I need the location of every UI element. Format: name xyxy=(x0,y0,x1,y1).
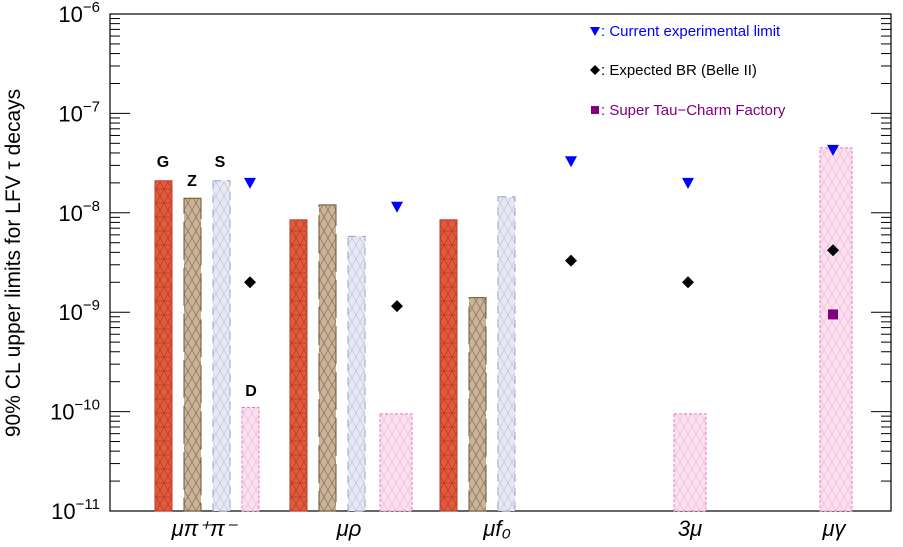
marker-diamond-4 xyxy=(827,244,839,257)
legend-marker-diamond xyxy=(590,65,600,75)
marker-triangle-down-2 xyxy=(565,156,577,168)
bar-Z-0 xyxy=(183,197,202,512)
bar-Z-1 xyxy=(318,204,337,512)
marker-square-4 xyxy=(828,309,838,320)
markers-layer xyxy=(244,144,839,320)
legend-marker-square xyxy=(591,106,599,114)
bar-S-0 xyxy=(212,180,231,512)
category-label: μρ xyxy=(336,516,362,541)
model-label-D: D xyxy=(245,383,257,400)
marker-diamond-0 xyxy=(244,276,256,289)
marker-triangle-down-4 xyxy=(827,144,839,156)
bar-D-0 xyxy=(241,406,260,512)
bar-G-2 xyxy=(439,219,458,512)
model-label-S: S xyxy=(215,154,226,171)
model-label-Z: Z xyxy=(187,173,197,190)
y-axis-ticks: 10−6 10−7 10−8 10−9 10−10 10−11 xyxy=(50,0,891,524)
model-label-G: G xyxy=(157,154,169,171)
bar-G-1 xyxy=(289,219,308,512)
y-tick-label: 10−10 xyxy=(50,397,100,425)
y-tick-label: 10−11 xyxy=(51,496,100,524)
bar-Z-2 xyxy=(468,297,487,512)
bars-layer xyxy=(154,147,853,512)
legend: : Current experimental limit : Expected B… xyxy=(590,23,786,119)
model-labels: G Z S D xyxy=(157,154,257,400)
bar-S-2 xyxy=(497,196,516,512)
bar-D-4 xyxy=(819,147,853,512)
legend-marker-triangle-down xyxy=(590,27,600,36)
y-tick-label: 10−8 xyxy=(58,198,100,226)
y-tick-label: 10−7 xyxy=(58,98,100,126)
legend-entry: : Current experimental limit xyxy=(601,23,781,40)
marker-triangle-down-3 xyxy=(682,177,694,189)
legend-entry: : Super Tau−Charm Factory xyxy=(601,102,786,119)
y-axis-label: 90% CL upper limits for LFV τ decays xyxy=(2,88,25,438)
marker-diamond-1 xyxy=(391,300,403,313)
bar-D-1 xyxy=(379,413,413,512)
legend-entry: : Expected BR (Belle II) xyxy=(601,62,757,79)
category-label: μγ xyxy=(821,516,847,541)
x-axis-categories: μπ⁺π⁻ μρ μf₀ 3μ μγ xyxy=(171,516,848,541)
marker-diamond-2 xyxy=(565,254,577,267)
y-tick-label: 10−9 xyxy=(58,297,100,325)
bar-D-3 xyxy=(673,413,707,512)
marker-triangle-down-0 xyxy=(244,177,256,189)
bar-S-1 xyxy=(347,235,366,512)
category-label: 3μ xyxy=(678,516,702,541)
bar-G-0 xyxy=(154,180,173,512)
category-label: μf₀ xyxy=(482,516,510,541)
marker-diamond-3 xyxy=(682,276,694,289)
category-label: μπ⁺π⁻ xyxy=(171,516,239,541)
y-tick-label: 10−6 xyxy=(58,0,100,27)
marker-triangle-down-1 xyxy=(391,201,403,213)
